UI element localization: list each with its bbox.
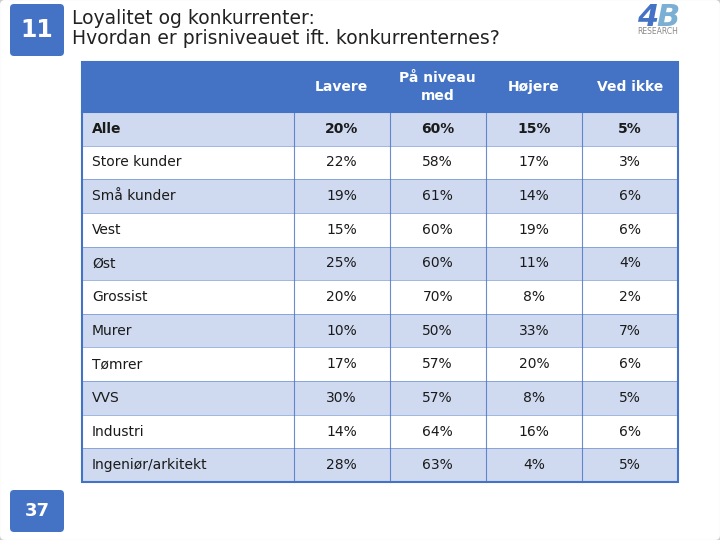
Bar: [82, 448, 678, 482]
Text: 57%: 57%: [423, 357, 453, 372]
FancyBboxPatch shape: [10, 490, 64, 532]
Text: 50%: 50%: [423, 323, 453, 338]
Text: 5%: 5%: [618, 122, 642, 136]
Text: 10%: 10%: [326, 323, 357, 338]
Text: 64%: 64%: [423, 424, 453, 438]
Text: Små kunder: Små kunder: [92, 189, 176, 203]
Text: 4: 4: [637, 3, 659, 31]
Text: Vest: Vest: [92, 222, 122, 237]
Text: 60%: 60%: [421, 122, 454, 136]
Bar: [82, 179, 678, 213]
Bar: [82, 415, 678, 448]
Text: 4%: 4%: [619, 256, 641, 271]
Text: Øst: Øst: [92, 256, 115, 271]
Text: 57%: 57%: [423, 391, 453, 405]
Text: 15%: 15%: [326, 222, 357, 237]
Text: 8%: 8%: [523, 290, 545, 304]
Text: Murer: Murer: [92, 323, 132, 338]
Text: B: B: [657, 3, 680, 31]
Text: 28%: 28%: [326, 458, 357, 472]
Bar: [82, 62, 678, 112]
Text: Grossist: Grossist: [92, 290, 148, 304]
Text: 70%: 70%: [423, 290, 453, 304]
Bar: [82, 146, 678, 179]
Text: 14%: 14%: [326, 424, 357, 438]
Text: 20%: 20%: [326, 290, 357, 304]
Text: Store kunder: Store kunder: [92, 156, 181, 170]
Text: Loyalitet og konkurrenter:: Loyalitet og konkurrenter:: [72, 10, 315, 29]
FancyBboxPatch shape: [10, 4, 64, 56]
Text: 20%: 20%: [325, 122, 359, 136]
Bar: [82, 112, 678, 146]
Text: 8%: 8%: [523, 391, 545, 405]
Text: 6%: 6%: [619, 357, 641, 372]
Text: 61%: 61%: [423, 189, 453, 203]
Text: 5%: 5%: [619, 458, 641, 472]
Text: 63%: 63%: [423, 458, 453, 472]
Text: På niveau
med: På niveau med: [400, 71, 476, 103]
Text: 6%: 6%: [619, 189, 641, 203]
Text: Lavere: Lavere: [315, 80, 368, 94]
Text: 15%: 15%: [517, 122, 551, 136]
Text: 3%: 3%: [619, 156, 641, 170]
Text: 22%: 22%: [326, 156, 357, 170]
Bar: [82, 381, 678, 415]
Text: 19%: 19%: [518, 222, 549, 237]
Text: RESEARCH: RESEARCH: [638, 28, 678, 37]
Text: 4%: 4%: [523, 458, 545, 472]
Text: Industri: Industri: [92, 424, 145, 438]
Text: 11: 11: [21, 18, 53, 42]
Text: Højere: Højere: [508, 80, 559, 94]
Text: Hvordan er prisniveauet ift. konkurrenternes?: Hvordan er prisniveauet ift. konkurrente…: [72, 30, 500, 49]
Text: 5%: 5%: [619, 391, 641, 405]
Text: 6%: 6%: [619, 222, 641, 237]
Text: Ingeniør/arkitekt: Ingeniør/arkitekt: [92, 458, 207, 472]
Text: 6%: 6%: [619, 424, 641, 438]
Text: 60%: 60%: [423, 256, 453, 271]
Text: Ved ikke: Ved ikke: [597, 80, 663, 94]
Text: 19%: 19%: [326, 189, 357, 203]
Text: 7%: 7%: [619, 323, 641, 338]
Text: Tømrer: Tømrer: [92, 357, 143, 372]
Bar: [82, 314, 678, 347]
Text: 60%: 60%: [423, 222, 453, 237]
Text: 20%: 20%: [518, 357, 549, 372]
Text: VVS: VVS: [92, 391, 120, 405]
Text: 58%: 58%: [423, 156, 453, 170]
Bar: [82, 347, 678, 381]
Text: 37: 37: [24, 502, 50, 520]
Text: 17%: 17%: [518, 156, 549, 170]
Text: 17%: 17%: [326, 357, 357, 372]
Bar: [82, 213, 678, 247]
Bar: [82, 280, 678, 314]
Text: 25%: 25%: [326, 256, 357, 271]
Text: 30%: 30%: [326, 391, 357, 405]
Text: 2%: 2%: [619, 290, 641, 304]
Bar: [82, 247, 678, 280]
Text: 33%: 33%: [518, 323, 549, 338]
Text: Alle: Alle: [92, 122, 122, 136]
Text: 11%: 11%: [518, 256, 549, 271]
Text: 14%: 14%: [518, 189, 549, 203]
Text: 16%: 16%: [518, 424, 549, 438]
